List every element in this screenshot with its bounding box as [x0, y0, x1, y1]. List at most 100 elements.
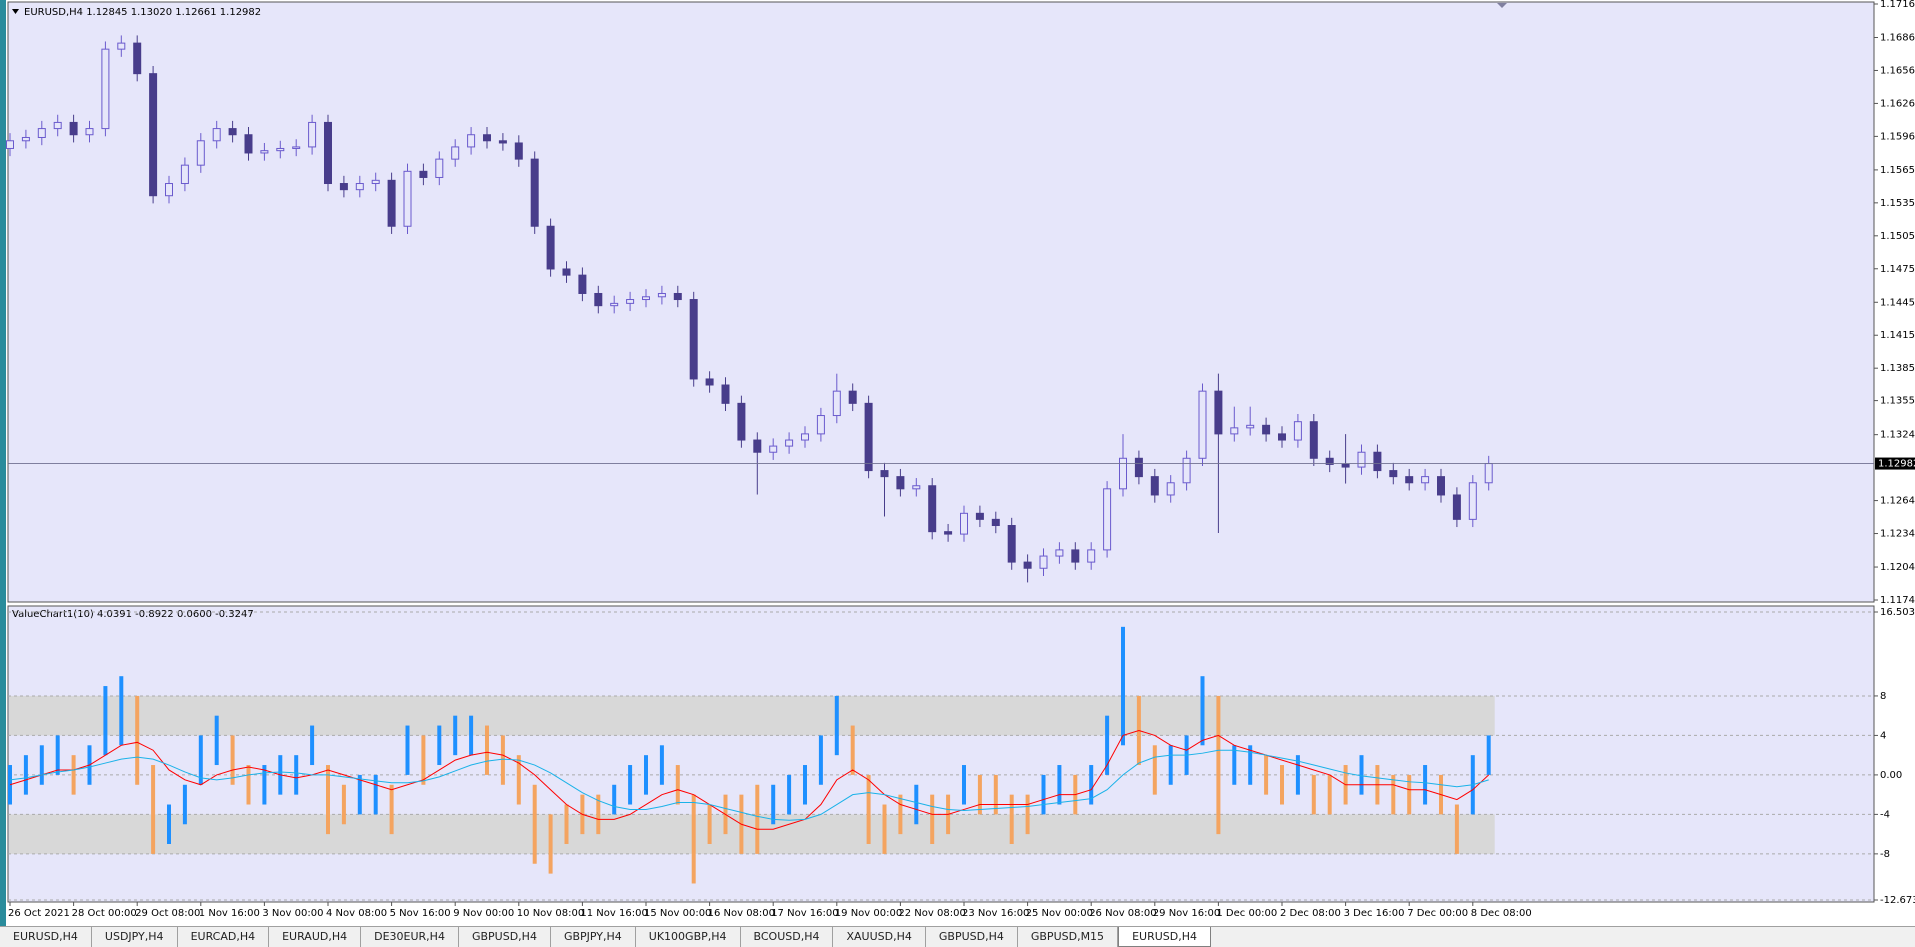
value-bar: [39, 745, 44, 785]
value-bar: [262, 765, 267, 805]
symbol-tab[interactable]: GBPUSD,H4: [459, 927, 551, 947]
candle-body: [753, 439, 762, 453]
candle-body: [1293, 421, 1302, 441]
indicator-line: [9, 749, 1489, 821]
value-bar: [914, 784, 919, 825]
symbol-tab[interactable]: EURUSD,H4: [1118, 927, 1211, 947]
value-bar: [214, 715, 219, 766]
y-tick-label: 1.15960: [1880, 131, 1915, 142]
value-bar: [421, 735, 426, 785]
candle-body: [562, 268, 571, 276]
value-bar: [755, 784, 760, 854]
y-tick-label: -8: [1880, 849, 1890, 860]
y-tick-label: 4: [1880, 730, 1886, 741]
candle-body: [880, 470, 889, 478]
value-bar: [1248, 745, 1253, 785]
candle-body: [1023, 561, 1032, 569]
value-bar: [1391, 774, 1396, 815]
value-bar: [151, 765, 156, 854]
value-bar: [1152, 745, 1157, 795]
indicator-line: [9, 729, 1490, 830]
x-tick-label: 5 Nov 16:00: [390, 908, 451, 919]
symbol-tab[interactable]: GBPUSD,M15: [1018, 927, 1119, 947]
value-bar: [1232, 745, 1237, 785]
symbol-tab[interactable]: EURCAD,H4: [178, 927, 270, 947]
value-bar: [771, 784, 776, 825]
candle-body: [578, 274, 587, 294]
value-bar: [1216, 695, 1221, 835]
value-bar: [437, 725, 442, 766]
candle-body: [610, 302, 619, 307]
value-bar: [103, 686, 108, 756]
candle-body: [1262, 424, 1271, 435]
candle-body: [498, 140, 507, 144]
symbol-tab[interactable]: XAUUSD,H4: [833, 927, 926, 947]
value-bar: [516, 755, 521, 805]
value-bar: [246, 765, 251, 805]
candle-body: [1150, 476, 1159, 496]
candle-body: [101, 48, 110, 130]
candle-body: [864, 402, 873, 472]
candle-body: [308, 121, 317, 148]
candle-body: [1071, 549, 1080, 563]
candle-body: [1309, 421, 1318, 459]
value-bar: [453, 715, 458, 756]
value-bar: [55, 735, 60, 775]
x-tick-label: 10 Nov 08:00: [517, 908, 584, 919]
value-bar: [119, 676, 124, 746]
candle-body: [1039, 555, 1048, 569]
value-bar: [1089, 765, 1094, 805]
value-bar: [898, 794, 903, 835]
candle-body: [196, 140, 205, 166]
value-bar: [198, 735, 203, 785]
symbol-tab[interactable]: UK100GBP,H4: [636, 927, 741, 947]
candle-body: [1103, 488, 1112, 551]
candle-body: [228, 128, 237, 136]
value-bar: [1009, 794, 1014, 845]
value-bar: [389, 784, 394, 835]
candle-body: [769, 445, 778, 453]
left-strip: [0, 0, 6, 926]
candle-body: [1437, 476, 1445, 496]
candle-body: [1166, 482, 1175, 496]
chart-title: EURUSD,H4 1.12845 1.13020 1.12661 1.1298…: [24, 7, 261, 18]
symbol-tab[interactable]: USDJPY,H4: [92, 927, 178, 947]
value-bar: [1200, 676, 1205, 746]
y-tick-label: 1.15055: [1880, 231, 1915, 242]
current-price-box: [1875, 457, 1915, 470]
symbol-tab[interactable]: GBPUSD,H4: [926, 927, 1018, 947]
x-tick-label: 28 Oct 00:00: [72, 908, 137, 919]
candle-body: [1198, 390, 1207, 459]
value-bar: [310, 725, 315, 766]
x-tick-label: 16 Nov 08:00: [708, 908, 775, 919]
value-bar: [564, 804, 569, 845]
symbol-tab[interactable]: EURAUD,H4: [269, 927, 362, 947]
value-bar: [1486, 735, 1491, 775]
symbol-tab[interactable]: BCOUSD,H4: [741, 927, 834, 947]
x-tick-label: 4 Nov 08:00: [326, 908, 387, 919]
candle-body: [546, 225, 555, 270]
value-bar: [930, 794, 935, 845]
candle-body: [705, 378, 714, 386]
candle-body: [1405, 476, 1414, 484]
candle-body: [483, 134, 491, 142]
value-bar: [230, 735, 235, 785]
panel-menu-arrow[interactable]: [12, 9, 19, 14]
symbol-tab[interactable]: GBPJPY,H4: [551, 927, 636, 947]
candle-body: [816, 415, 825, 435]
candle-body: [657, 292, 666, 298]
shift-marker: [1497, 3, 1507, 8]
symbol-tab[interactable]: EURUSD,H4: [0, 927, 92, 947]
x-tick-label: 8 Dec 08:00: [1471, 908, 1532, 919]
symbol-tab[interactable]: DE30EUR,H4: [361, 927, 459, 947]
y-tick-label: 1.13850: [1880, 363, 1915, 374]
value-bar: [818, 735, 823, 785]
candle-body: [1055, 549, 1064, 557]
value-bar: [628, 765, 633, 805]
candle-body: [21, 136, 30, 142]
candle-body: [117, 42, 126, 50]
value-bar: [167, 804, 171, 845]
value-bar: [644, 755, 648, 795]
x-tick-label: 25 Nov 00:00: [1026, 908, 1093, 919]
